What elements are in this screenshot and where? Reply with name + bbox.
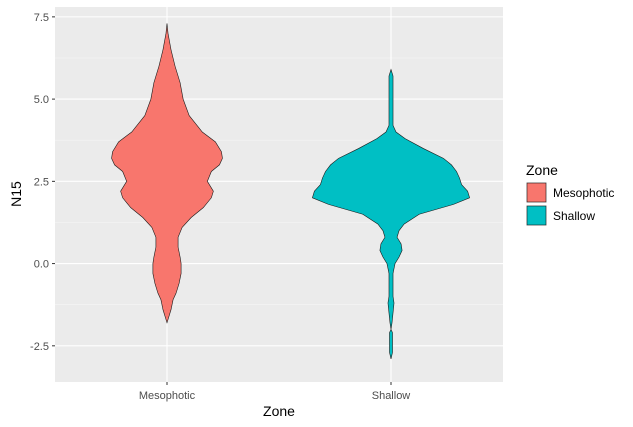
y-tick-label: 0.0 bbox=[34, 259, 49, 271]
x-tick-label: Mesophotic bbox=[139, 390, 196, 402]
violin-shallow bbox=[312, 68, 470, 360]
y-tick-label: 5.0 bbox=[34, 94, 49, 106]
x-axis-ticks: Mesophotic Shallow bbox=[139, 382, 410, 402]
y-axis-title: N15 bbox=[8, 181, 24, 207]
violin-mesophotic bbox=[111, 23, 223, 324]
y-axis-ticks: -2.5 0.0 2.5 5.0 7.5 bbox=[30, 12, 55, 353]
legend-swatch-shallow bbox=[526, 205, 547, 226]
y-tick-label: 7.5 bbox=[34, 12, 49, 24]
legend-label-mesophotic: Mesophotic bbox=[553, 186, 614, 200]
x-tick-label: Shallow bbox=[372, 390, 411, 402]
legend-title: Zone bbox=[526, 162, 558, 178]
y-tick-label: 2.5 bbox=[34, 176, 49, 188]
legend-swatch-mesophotic bbox=[526, 182, 547, 203]
legend: Zone Mesophotic Shallow bbox=[526, 162, 614, 226]
x-axis-title: Zone bbox=[263, 403, 295, 419]
violins bbox=[111, 23, 470, 360]
legend-label-shallow: Shallow bbox=[553, 209, 595, 223]
y-tick-label: -2.5 bbox=[30, 341, 49, 353]
